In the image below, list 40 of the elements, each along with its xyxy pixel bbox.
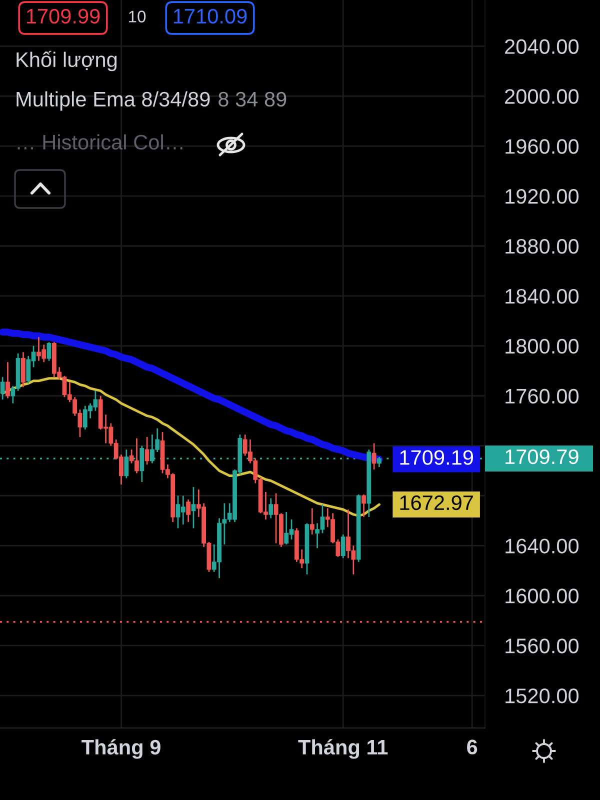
candlestick [140,445,144,483]
y-tick-label: 1960.00 [506,139,579,154]
candlestick [340,534,346,559]
y-tick-label: 1840.00 [506,288,579,304]
candlestick [124,448,129,479]
candlestick [21,351,26,388]
ref-line-label: 1709.79 [506,449,578,464]
y-tick-label: 2040.00 [505,39,579,54]
candlestick [268,498,274,519]
y-tick-label: 1640.00 [506,538,579,554]
y-tick-label: 1880.00 [506,239,579,254]
x-tick-label: 6 [467,740,478,754]
y-tick-label: 1600.00 [506,588,579,604]
x-tick-label: Tháng 11 [298,739,388,759]
candlestick [310,508,314,536]
data-label: 1709.19 [400,450,473,465]
y-tick-label: 1560.00 [506,638,579,654]
candlestick [0,376,5,400]
y-tick-label: 1760.00 [506,388,579,404]
y-tick-label: 1800.00 [506,338,579,354]
data-label: 1672.97 [400,495,473,510]
annotation: 1709.99 [26,8,100,24]
candlestick [144,436,150,466]
y-tick-label: 1520.00 [506,688,579,704]
candlestick [372,442,376,470]
annotation: 10 [129,10,146,22]
annotation: Multiple Ema 8/34/89 [16,91,210,111]
y-tick-label: 1920.00 [506,189,579,204]
annotation: 1710.09 [174,8,247,24]
candlestick [6,361,10,400]
annotation: … Historical Col… [18,134,182,150]
candlestick [46,341,52,362]
annotation: 8 34 89 [218,92,286,107]
candlestick [191,486,196,529]
y-tick-label: 2000.00 [505,89,579,104]
candlestick [186,498,191,523]
candlestick [362,494,366,518]
annotation: Khối lượng [16,50,117,72]
x-tick-label: Tháng 9 [82,739,160,759]
candlestick [377,456,382,468]
